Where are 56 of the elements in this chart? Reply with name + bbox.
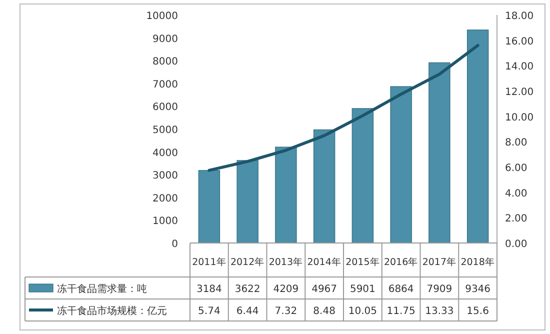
y-tick-label: 1000: [152, 216, 178, 228]
y-tick-label: 6000: [152, 102, 178, 114]
bar: [198, 170, 220, 244]
x-tick-label: 2018年: [460, 256, 495, 268]
data-label: 8.48: [313, 306, 336, 317]
y2-tick-label: 10.00: [505, 112, 534, 124]
bar: [466, 30, 489, 244]
data-label: 5.74: [198, 306, 220, 317]
x-tick-label: 2012年: [230, 256, 265, 268]
legend-label: 冻干食品需求量：吨: [57, 283, 147, 295]
y2-tick-label: 18.00: [505, 11, 534, 22]
y-tick-label: 8000: [152, 56, 178, 68]
data-label: 4209: [273, 284, 299, 295]
x-tick-label: 2017年: [422, 256, 457, 268]
x-tick-label: 2014年: [307, 256, 342, 268]
y2-tick-label: 4.00: [505, 188, 528, 200]
data-label: 15.6: [466, 306, 489, 317]
bar: [275, 146, 297, 244]
y-tick-label: 0: [172, 239, 178, 250]
data-label: 7909: [426, 284, 452, 295]
data-label: 10.05: [348, 306, 378, 317]
bar: [236, 160, 258, 244]
y2-tick-label: 16.00: [505, 36, 534, 48]
bar: [390, 86, 412, 244]
data-label: 4967: [312, 284, 338, 295]
y-tick-label: 9000: [152, 34, 178, 45]
legend-label: 冻干食品市场规模：亿元: [57, 305, 167, 317]
y-tick-label: 4000: [152, 148, 178, 159]
y-tick-label: 7000: [152, 79, 178, 90]
data-label: 5901: [350, 284, 376, 295]
y2-tick-label: 2.00: [505, 214, 528, 225]
bar: [428, 62, 450, 244]
y-tick-label: 10000: [146, 11, 178, 22]
data-label: 3184: [196, 284, 222, 295]
x-tick-label: 2011年: [192, 256, 226, 268]
line-series: [208, 44, 480, 172]
y-tick-label: 2000: [152, 193, 178, 204]
data-label: 6.44: [236, 306, 259, 317]
bar: [352, 108, 374, 244]
y2-tick-label: 14.00: [505, 62, 534, 73]
y2-tick-label: 6.00: [505, 163, 528, 174]
data-label: 13.33: [425, 306, 454, 317]
data-label: 3622: [234, 284, 260, 295]
data-label: 11.75: [386, 306, 416, 317]
data-label: 6864: [388, 284, 414, 295]
y-tick-label: 5000: [152, 125, 178, 136]
data-label: 7.32: [274, 306, 298, 317]
y2-tick-label: 8.00: [505, 138, 528, 149]
y-tick-label: 3000: [152, 170, 178, 182]
y2-tick-label: 0.00: [505, 239, 528, 250]
x-tick-label: 2013年: [268, 256, 304, 268]
data-label: 9346: [465, 284, 491, 295]
x-tick-label: 2015年: [346, 256, 380, 268]
x-tick-label: 2016年: [384, 256, 418, 268]
bar: [313, 129, 336, 244]
y2-tick-label: 12.00: [505, 87, 534, 98]
